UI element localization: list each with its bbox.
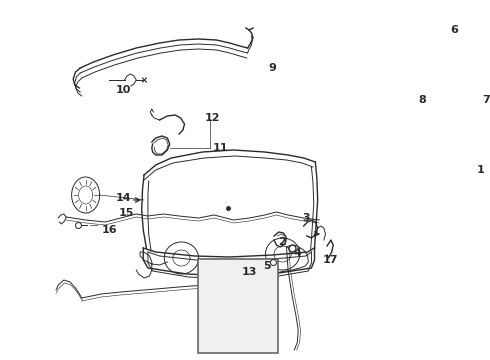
Text: 9: 9 (269, 63, 276, 73)
Text: 3: 3 (302, 213, 310, 223)
Text: 4: 4 (294, 248, 301, 258)
Text: 8: 8 (418, 95, 426, 105)
Text: 1: 1 (476, 165, 484, 175)
Text: 11: 11 (213, 143, 228, 153)
Text: 10: 10 (115, 85, 131, 95)
Text: 16: 16 (101, 225, 117, 235)
Bar (198, 259, 278, 353)
Text: 14: 14 (115, 193, 131, 203)
Text: 15: 15 (119, 208, 134, 218)
Text: 7: 7 (483, 95, 490, 105)
Text: 12: 12 (205, 113, 220, 123)
Text: 2: 2 (278, 237, 286, 247)
Text: 6: 6 (450, 25, 458, 35)
Text: 13: 13 (242, 267, 257, 277)
Text: 5: 5 (263, 261, 271, 271)
Text: 17: 17 (323, 255, 339, 265)
